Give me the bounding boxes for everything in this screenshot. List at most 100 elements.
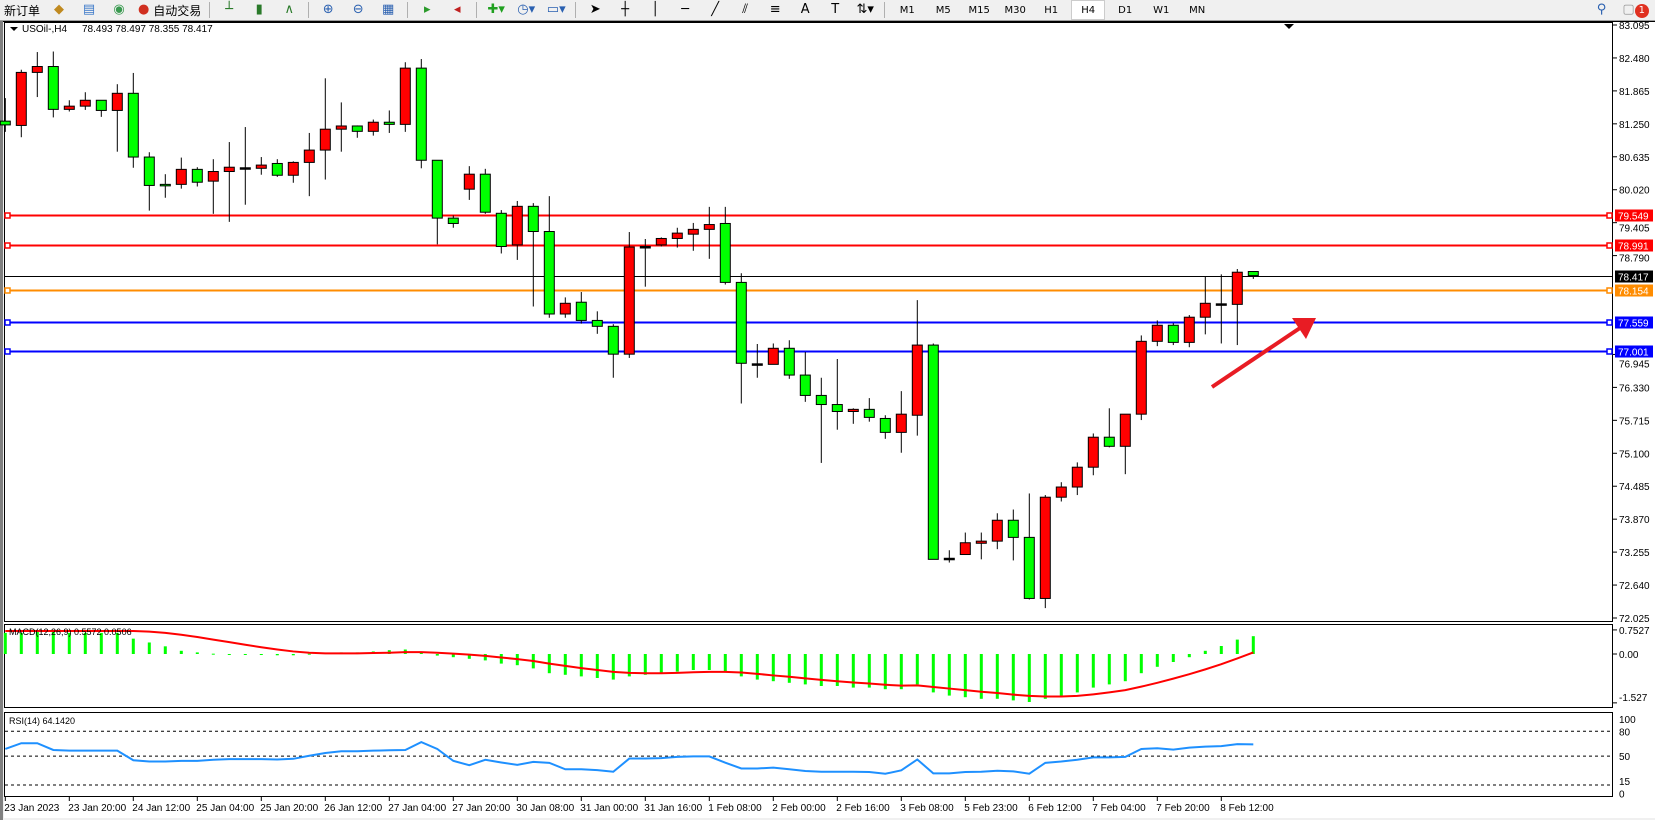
templates-icon[interactable]: ▭▾ [546, 2, 566, 17]
zoom-out-icon[interactable]: ⊖ [352, 2, 364, 17]
auto-scroll-icon[interactable]: ▸ [423, 2, 431, 17]
candle [1007, 509, 1019, 561]
candle [31, 52, 43, 98]
rsi-line [4, 741, 1254, 775]
price-tick-label: 72.025 [1619, 614, 1650, 625]
red-arrow-annotation[interactable] [1210, 318, 1316, 389]
line-handle [4, 287, 11, 294]
chart-shift-icon[interactable]: ◂ [453, 2, 461, 17]
equidistant-channel-icon[interactable]: ⫽ [742, 2, 749, 17]
signals-icon[interactable]: ◉ [113, 2, 125, 17]
time-label: 2 Feb 16:00 [836, 803, 890, 814]
time-label: 23 Jan 2023 [4, 803, 59, 814]
dropdown-triangle-icon[interactable] [10, 27, 18, 31]
macd-histogram-bar [1027, 654, 1031, 702]
candle-body [751, 363, 763, 366]
timeframe-h4[interactable]: H4 [1071, 0, 1106, 20]
price-line-tag [1615, 209, 1653, 222]
zoom-in-icon[interactable]: ⊕ [322, 2, 334, 17]
price-tick-label: 83.095 [1619, 21, 1650, 32]
timeframe-d1[interactable]: D1 [1118, 4, 1133, 16]
macd-histogram-bar [787, 654, 791, 683]
arrows-icon[interactable]: ⇅▾ [856, 2, 874, 17]
macd-histogram-bar [963, 654, 967, 698]
new-order-button[interactable]: 新订单 [2, 1, 42, 19]
notifications-button[interactable]: ▢ 1 [1622, 1, 1649, 19]
macd-histogram-bar [1187, 654, 1191, 658]
price-line-tag [1615, 270, 1653, 283]
macd-histogram-bar [243, 654, 247, 655]
macd-histogram-bar [1011, 654, 1015, 701]
macd-histogram-bar [707, 654, 711, 670]
macd-histogram-bar [115, 632, 119, 654]
macd-pane[interactable] [4, 624, 1613, 708]
macd-histogram-bar [467, 654, 471, 659]
candle-body [255, 164, 267, 169]
price-tick-label: 78.790 [1619, 254, 1650, 265]
candle-body [335, 125, 347, 130]
macd-histogram-bar [83, 632, 87, 654]
candle [543, 196, 555, 318]
candle-body [623, 246, 635, 355]
macd-histogram-bar [563, 654, 567, 675]
line-handle [1606, 287, 1613, 294]
candle [191, 167, 203, 187]
candlestick-chart-icon[interactable]: ▮ [255, 2, 263, 17]
fibonacci-icon[interactable]: ≡ [769, 2, 781, 17]
search-icon[interactable]: ⚲ [1596, 2, 1607, 17]
terminal-icon[interactable]: ▤ [82, 2, 96, 17]
auto-trading-button[interactable]: ● 自动交易 [136, 1, 203, 19]
text-label-icon[interactable]: T [831, 2, 840, 17]
text-icon[interactable]: A [800, 2, 810, 17]
macd-histogram-bar [147, 642, 151, 654]
crosshair-icon[interactable]: ┼ [621, 2, 630, 17]
macd-histogram-bar [451, 654, 455, 658]
candle [127, 72, 139, 168]
candle-body [895, 413, 907, 433]
macd-histogram-bar [419, 652, 423, 654]
candle [1055, 482, 1067, 502]
candle-body [95, 99, 107, 111]
macd-histogram-bar [899, 654, 903, 690]
trendline-icon[interactable]: ╱ [711, 2, 720, 17]
candle [175, 157, 187, 189]
periods-icon[interactable]: ◷▾ [517, 2, 536, 17]
macd-histogram-bar [131, 638, 135, 654]
timeframe-m5[interactable]: M5 [935, 4, 951, 16]
timeframe-h1[interactable]: H1 [1044, 4, 1059, 16]
timeframe-w1[interactable]: W1 [1153, 4, 1170, 16]
line-handle [1606, 212, 1613, 219]
rsi-pane[interactable] [4, 712, 1613, 797]
timeframe-m30[interactable]: M30 [1004, 4, 1026, 16]
navigator-icon[interactable]: ◆ [54, 2, 65, 17]
timeframe-m1[interactable]: M1 [899, 4, 915, 16]
candle-body [1183, 316, 1195, 343]
candle-body [591, 319, 603, 327]
vertical-line-icon[interactable]: │ [651, 2, 660, 17]
price-tick-label: 72.640 [1619, 581, 1650, 592]
candle-body [127, 92, 139, 158]
candle-body [207, 171, 219, 182]
candle [751, 343, 763, 378]
time-label: 27 Jan 20:00 [452, 803, 510, 814]
candle [239, 127, 251, 205]
price-line-tag-label: 79.549 [1618, 212, 1649, 223]
line-handle [4, 348, 11, 355]
horizontal-line-icon[interactable]: ─ [681, 2, 690, 17]
cursor-icon[interactable]: ➤ [589, 2, 601, 17]
candle-body [511, 205, 523, 246]
timeframe-m15[interactable]: M15 [968, 4, 990, 16]
line-chart-icon[interactable]: ∧ [284, 2, 294, 17]
tile-windows-icon[interactable]: ▦ [382, 2, 395, 17]
chart-shift-marker[interactable] [1284, 24, 1294, 29]
candle-body [559, 302, 571, 315]
indicators-icon[interactable]: ✚▾ [487, 2, 505, 17]
time-label: 31 Jan 16:00 [644, 803, 702, 814]
timeframe-mn[interactable]: MN [1189, 4, 1206, 16]
candle-body [575, 301, 587, 321]
candle [1167, 323, 1179, 346]
bar-chart-icon[interactable]: ┴ [225, 2, 234, 17]
price-tick-label: 76.330 [1619, 383, 1650, 394]
candle-body [63, 105, 75, 110]
